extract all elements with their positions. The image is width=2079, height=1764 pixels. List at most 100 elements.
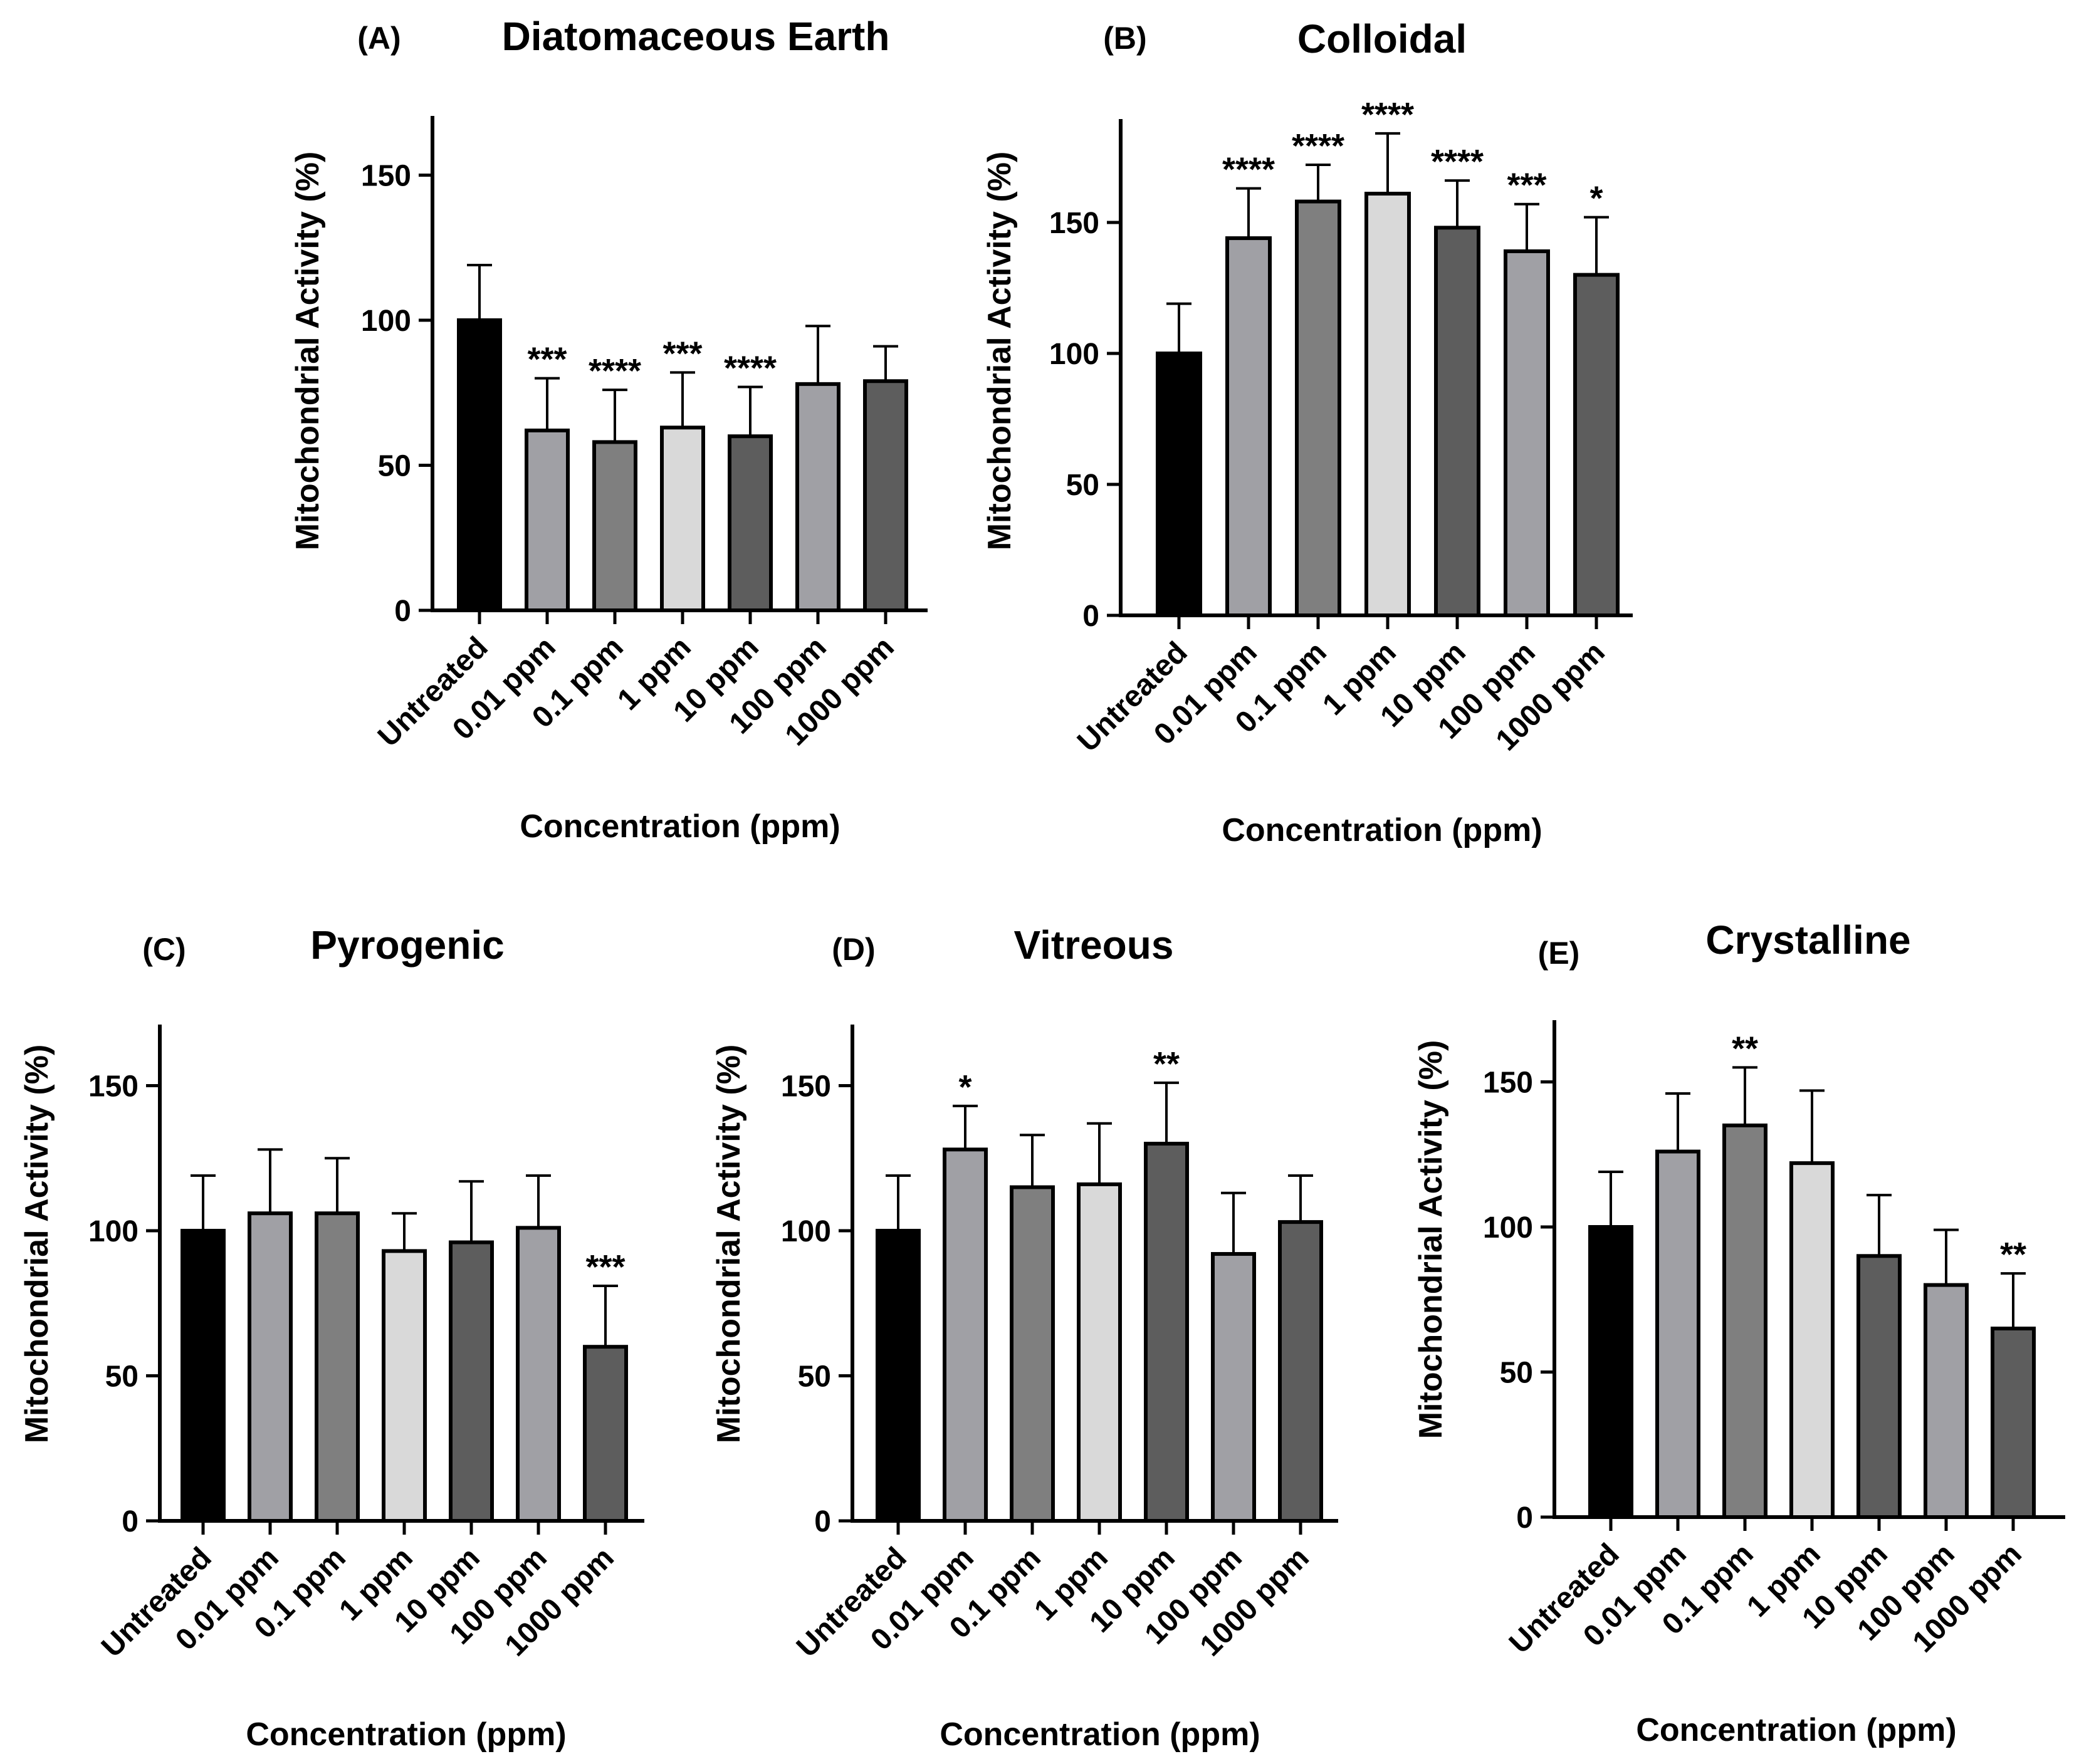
- y-axis-title: Mitochondrial Activity (%): [982, 152, 1018, 551]
- y-axis-title: Mitochondrial Activity (%): [711, 1045, 747, 1444]
- bar: [1225, 236, 1272, 617]
- y-tick-label: 150: [1049, 207, 1099, 240]
- y-tick-label: 100: [1483, 1211, 1533, 1245]
- bar: [516, 1226, 561, 1523]
- y-axis-title: Mitochondrial Activity (%): [1413, 1040, 1449, 1439]
- bar: [863, 379, 908, 612]
- y-tick-label: 0: [122, 1505, 139, 1538]
- y-tick-label: 100: [781, 1215, 831, 1248]
- significance-label: ***: [527, 341, 567, 378]
- chart-title: Pyrogenic: [310, 922, 504, 968]
- x-axis-title: Concentration (ppm): [1222, 812, 1542, 848]
- chart-title: Crystalline: [1705, 917, 1910, 963]
- bar: [1588, 1225, 1633, 1519]
- chart-title: Diatomaceous Earth: [502, 14, 890, 59]
- bar: [1144, 1142, 1189, 1523]
- significance-label: **: [1153, 1045, 1180, 1083]
- panel-c: (C) Pyrogenic Mitochondrial Activity (%)…: [19, 922, 644, 1753]
- bar: [1789, 1161, 1835, 1519]
- bar: [1278, 1220, 1323, 1523]
- significance-label: ***: [1507, 167, 1546, 204]
- bar: [795, 382, 841, 612]
- significance-label: **: [1732, 1030, 1758, 1067]
- bar: [592, 440, 637, 613]
- bar: [1991, 1327, 2036, 1520]
- panel-label: (D): [832, 932, 875, 967]
- bar: [728, 434, 773, 612]
- bar: [315, 1211, 360, 1523]
- bar: [1211, 1252, 1256, 1523]
- y-tick-label: 0: [1516, 1501, 1533, 1535]
- bar: [1434, 226, 1480, 617]
- y-tick-label: 0: [394, 595, 411, 628]
- significance-label: ****: [1222, 151, 1275, 189]
- bar: [943, 1147, 988, 1523]
- bar: [1077, 1182, 1122, 1523]
- panel-a: (A) Diatomaceous Earth Mitochondrial Act…: [290, 14, 928, 845]
- y-tick-label: 150: [1483, 1067, 1533, 1100]
- bar: [1655, 1149, 1700, 1519]
- bar: [876, 1229, 921, 1523]
- bar: [248, 1211, 293, 1523]
- y-tick-label: 150: [781, 1070, 831, 1104]
- bar: [660, 425, 705, 612]
- chart-title: Colloidal: [1297, 16, 1467, 61]
- y-tick-label: 50: [105, 1360, 139, 1394]
- bar: [1722, 1123, 1767, 1519]
- y-tick-label: 50: [798, 1360, 831, 1394]
- significance-label: ****: [1361, 96, 1414, 133]
- bar: [1573, 273, 1620, 618]
- chart-title: Vitreous: [1014, 922, 1174, 968]
- y-tick-label: 150: [361, 160, 411, 193]
- bar: [1156, 352, 1202, 617]
- bar: [382, 1249, 427, 1523]
- significance-label: ***: [662, 335, 702, 372]
- y-tick-label: 0: [814, 1505, 831, 1538]
- significance-label: ****: [1292, 127, 1344, 165]
- x-axis-title: Concentration (ppm): [246, 1716, 566, 1753]
- bar: [1295, 199, 1341, 617]
- x-axis-title: Concentration (ppm): [940, 1716, 1260, 1753]
- y-tick-label: 100: [88, 1215, 139, 1248]
- y-tick-label: 50: [1500, 1357, 1533, 1390]
- y-tick-label: 50: [378, 450, 411, 483]
- y-axis-title: Mitochondrial Activity (%): [290, 152, 326, 551]
- bar: [181, 1229, 226, 1523]
- bar: [1504, 249, 1550, 618]
- y-tick-label: 100: [361, 305, 411, 338]
- significance-label: ****: [1431, 143, 1484, 180]
- y-axis-title: Mitochondrial Activity (%): [19, 1045, 55, 1444]
- significance-label: ***: [585, 1248, 625, 1286]
- y-tick-label: 100: [1049, 338, 1099, 371]
- significance-label: *: [958, 1068, 971, 1106]
- bar: [1364, 192, 1411, 617]
- panel-b: (B) Colloidal Mitochondrial Activity (%)…: [982, 16, 1633, 848]
- y-tick-label: 0: [1082, 600, 1099, 633]
- panel-e: (E) Crystalline Mitochondrial Activity (…: [1413, 917, 2065, 1748]
- bar: [1924, 1283, 1969, 1520]
- significance-label: ****: [589, 352, 641, 390]
- bar: [457, 318, 502, 612]
- panel-label: (C): [142, 932, 186, 967]
- bar: [583, 1345, 628, 1523]
- y-tick-label: 150: [88, 1070, 139, 1104]
- x-axis-title: Concentration (ppm): [1636, 1712, 1956, 1748]
- panel-label: (B): [1103, 21, 1146, 56]
- x-axis-title: Concentration (ppm): [520, 808, 840, 845]
- bar: [1856, 1254, 1902, 1520]
- significance-label: **: [2000, 1236, 2026, 1273]
- significance-label: *: [1589, 180, 1603, 217]
- panel-label: (E): [1538, 936, 1580, 971]
- significance-label: ****: [724, 349, 777, 387]
- bar: [1010, 1185, 1055, 1523]
- panel-d: (D) Vitreous Mitochondrial Activity (%) …: [711, 922, 1338, 1753]
- bar: [525, 428, 570, 612]
- y-tick-label: 50: [1066, 469, 1099, 502]
- bar: [449, 1240, 494, 1523]
